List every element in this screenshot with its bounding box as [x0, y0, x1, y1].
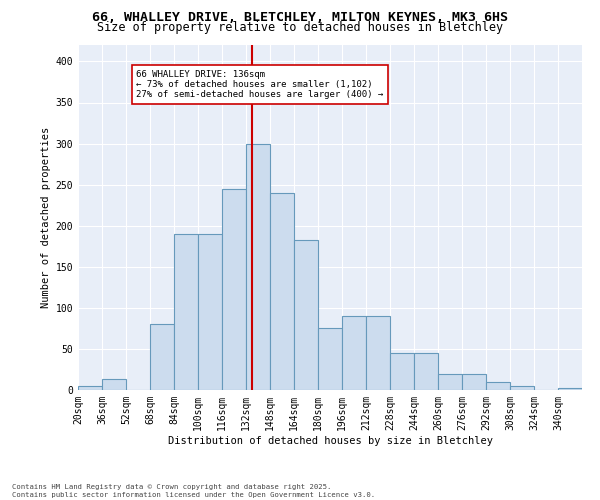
- Bar: [294, 240, 318, 390]
- Bar: [366, 316, 390, 390]
- Bar: [318, 328, 342, 390]
- Y-axis label: Number of detached properties: Number of detached properties: [41, 127, 52, 308]
- Bar: [222, 188, 246, 390]
- Bar: [486, 382, 510, 390]
- Text: 66, WHALLEY DRIVE, BLETCHLEY, MILTON KEYNES, MK3 6HS: 66, WHALLEY DRIVE, BLETCHLEY, MILTON KEY…: [92, 11, 508, 24]
- X-axis label: Distribution of detached houses by size in Bletchley: Distribution of detached houses by size …: [167, 436, 493, 446]
- Bar: [78, 386, 102, 390]
- Bar: [414, 353, 438, 390]
- Bar: [270, 193, 294, 390]
- Bar: [174, 234, 198, 390]
- Bar: [198, 234, 222, 390]
- Bar: [246, 144, 270, 390]
- Bar: [558, 388, 582, 390]
- Text: 66 WHALLEY DRIVE: 136sqm
← 73% of detached houses are smaller (1,102)
27% of sem: 66 WHALLEY DRIVE: 136sqm ← 73% of detach…: [137, 70, 384, 100]
- Bar: [510, 386, 534, 390]
- Bar: [462, 374, 486, 390]
- Text: Size of property relative to detached houses in Bletchley: Size of property relative to detached ho…: [97, 21, 503, 34]
- Bar: [342, 316, 366, 390]
- Bar: [438, 374, 462, 390]
- Bar: [150, 324, 174, 390]
- Bar: [390, 353, 414, 390]
- Bar: [102, 380, 126, 390]
- Text: Contains HM Land Registry data © Crown copyright and database right 2025.
Contai: Contains HM Land Registry data © Crown c…: [12, 484, 375, 498]
